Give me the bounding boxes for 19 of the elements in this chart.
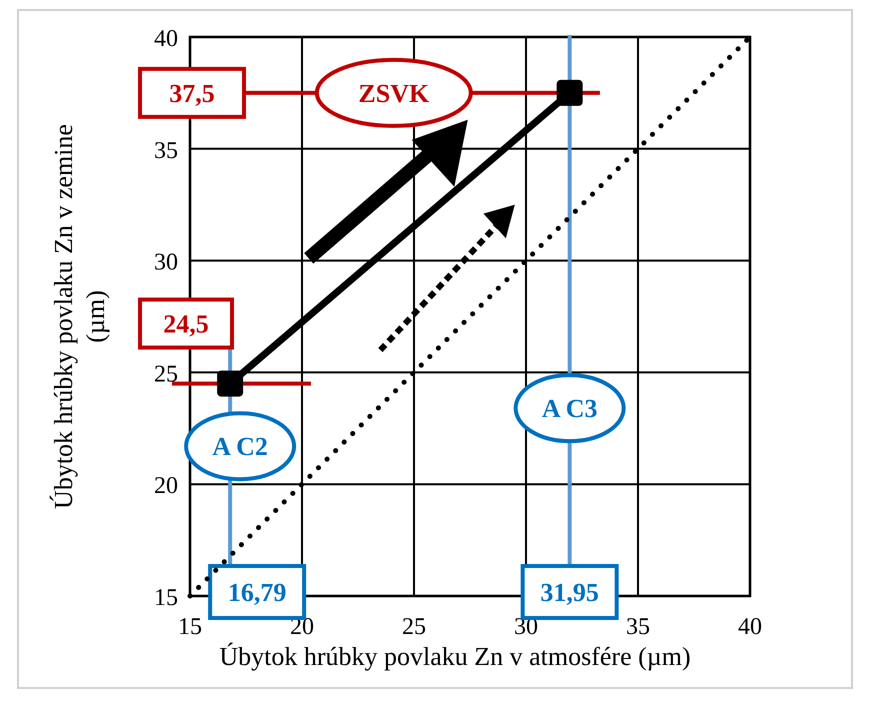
y-tick-label: 20	[154, 473, 178, 500]
y-tick-label: 30	[154, 250, 178, 276]
y-tick-label: 40	[154, 26, 178, 52]
x-tick-label: 35	[626, 614, 650, 640]
ref-line-label: 24,5	[163, 310, 209, 339]
x-tick-label: 15	[178, 614, 202, 640]
ref-line-label: 37,5	[169, 78, 215, 108]
annotation: A C3	[542, 394, 598, 424]
y-tick-label: 25	[154, 361, 178, 388]
x-tick-label: 25	[402, 614, 426, 640]
ref-line-label: 16,79	[228, 578, 286, 607]
x-tick-label: 40	[738, 614, 762, 640]
annotation: A C2	[212, 432, 268, 462]
x-axis-title: Úbytok hrúbky povlaku Zn v atmosfére (µm)	[219, 642, 691, 671]
text: ZSVK	[358, 78, 430, 108]
y-axis-title: Úbytok hrúbky povlaku Zn v zemine (µm)	[49, 124, 110, 509]
ref-line-label: 31,95	[540, 578, 599, 607]
y-tick-label: 35	[154, 138, 178, 164]
y-tick-label: 15	[154, 585, 178, 611]
